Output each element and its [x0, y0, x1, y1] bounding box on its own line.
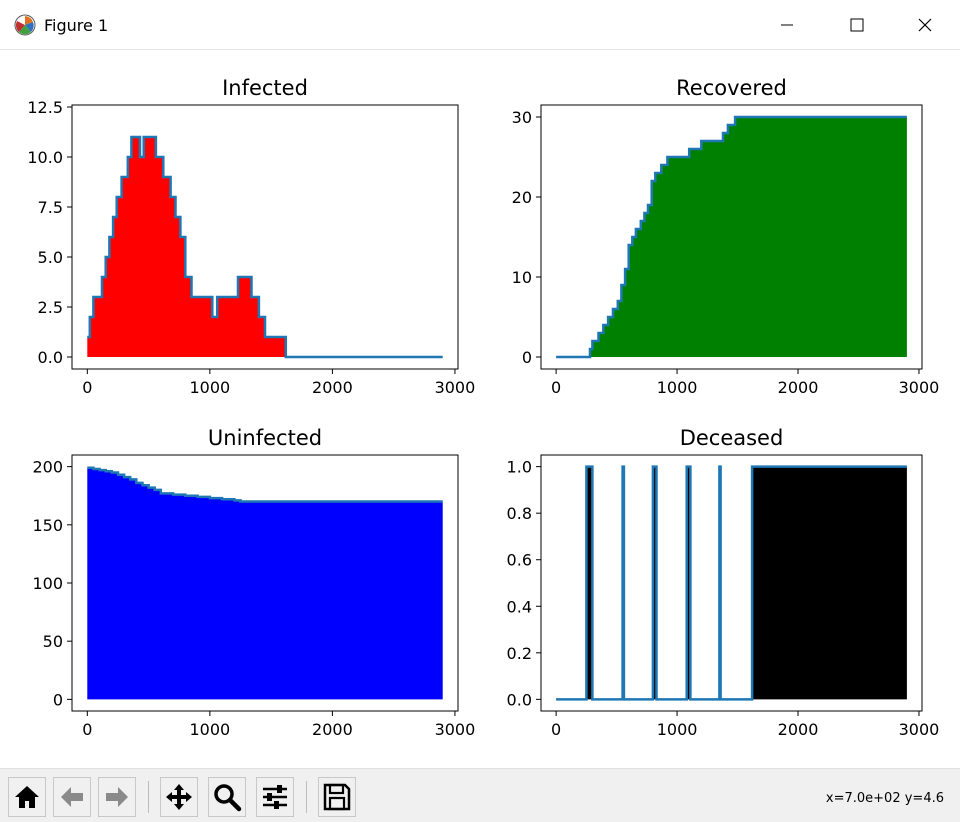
home-icon — [15, 786, 39, 808]
y-tick-label: 1.0 — [507, 458, 532, 477]
x-tick-label: 1000 — [189, 378, 230, 397]
forward-button[interactable] — [98, 777, 136, 817]
x-tick-label: 0 — [551, 720, 561, 739]
subplot-uninfected: Uninfected 0 1000 2000 3000 0 50 100 150 200 — [32, 426, 475, 739]
x-tick-label: 3000 — [899, 378, 940, 397]
area-fill — [87, 137, 443, 357]
pan-button[interactable] — [160, 777, 198, 817]
y-tick-label: 0.8 — [507, 504, 532, 523]
maximize-icon — [850, 18, 864, 32]
y-tick-label: 200 — [32, 458, 63, 477]
series-line — [556, 115, 907, 359]
x-tick-label: 2000 — [778, 720, 819, 739]
x-tick-label: 2000 — [778, 378, 819, 397]
x-tick-label: 3000 — [435, 720, 476, 739]
minimize-icon — [781, 24, 793, 26]
series-line — [87, 466, 443, 503]
y-tick-label: 150 — [32, 516, 63, 535]
y-tick-label: 0 — [53, 690, 63, 709]
zoom-button[interactable] — [208, 777, 246, 817]
x-tick-label: 0 — [82, 378, 92, 397]
chart-title: Recovered — [676, 76, 787, 100]
close-button[interactable] — [890, 0, 960, 50]
x-tick-label: 2000 — [312, 720, 353, 739]
series-line — [87, 135, 443, 359]
close-icon — [918, 18, 932, 32]
back-button[interactable] — [53, 777, 91, 817]
y-tick-label: 7.5 — [38, 198, 63, 217]
maximize-button[interactable] — [822, 0, 892, 50]
y-tick-label: 10 — [512, 268, 532, 287]
configure-subplots-button[interactable] — [256, 777, 294, 817]
back-arrow-icon — [61, 787, 83, 807]
y-tick-label: 0.0 — [38, 348, 63, 367]
y-tick-label: 2.5 — [38, 298, 63, 317]
axes-frame — [71, 104, 459, 370]
x-tick-label: 3000 — [435, 378, 476, 397]
y-tick-label: 50 — [43, 632, 63, 651]
y-tick-label: 0.0 — [507, 690, 532, 709]
figure-canvas[interactable]: Infected 0 1000 2000 3000 0.0 2.5 5.0 7.5 10.0 12.… — [0, 50, 960, 768]
minimize-button[interactable] — [752, 0, 822, 50]
navigation-toolbar: x=7.0e+02 y=4.6 — [0, 768, 960, 822]
x-tick-label: 0 — [551, 378, 561, 397]
zoom-icon — [214, 784, 242, 812]
area-fill — [556, 117, 907, 357]
forward-arrow-icon — [106, 787, 128, 807]
x-tick-label: 1000 — [657, 378, 698, 397]
x-tick-label: 1000 — [657, 720, 698, 739]
window-title: Figure 1 — [44, 16, 109, 35]
home-button[interactable] — [8, 777, 46, 817]
configure-subplots-icon — [263, 785, 287, 809]
chart-title: Deceased — [680, 426, 784, 450]
y-tick-label: 20 — [512, 188, 532, 207]
pan-icon — [166, 784, 192, 810]
area-fill — [87, 467, 443, 700]
x-tick-label: 2000 — [312, 378, 353, 397]
area-fill — [556, 466, 907, 700]
y-tick-label: 12.5 — [27, 98, 63, 117]
y-tick-label: 100 — [32, 574, 63, 593]
save-icon — [323, 783, 351, 811]
axes-frame — [540, 454, 923, 712]
matplotlib-icon — [14, 14, 36, 36]
x-tick-label: 1000 — [189, 720, 230, 739]
series-line — [556, 465, 907, 701]
toolbar-separator — [148, 781, 149, 813]
y-tick-label: 10.0 — [27, 148, 63, 167]
y-tick-label: 0.2 — [507, 644, 532, 663]
subplot-deceased: Deceased 0 1000 2000 3000 0.0 0.2 0.4 0.6 0.8 1.0 — [507, 426, 940, 739]
chart-title: Infected — [222, 76, 308, 100]
y-tick-label: 5.0 — [38, 248, 63, 267]
y-tick-label: 0.6 — [507, 551, 532, 570]
x-tick-label: 3000 — [899, 720, 940, 739]
x-tick-label: 0 — [82, 720, 92, 739]
cursor-coordinates: x=7.0e+02 y=4.6 — [825, 791, 944, 806]
title-bar: Figure 1 — [0, 0, 960, 50]
y-tick-label: 0.4 — [507, 597, 532, 616]
subplot-infected: Infected 0 1000 2000 3000 0.0 2.5 5.0 7.5 10.0 12.… — [27, 76, 475, 397]
save-button[interactable] — [318, 777, 356, 817]
axes-frame — [540, 104, 923, 370]
toolbar-separator — [306, 781, 307, 813]
y-tick-label: 30 — [512, 108, 532, 127]
y-tick-label: 0 — [522, 348, 532, 367]
chart-title: Uninfected — [208, 426, 322, 450]
subplot-recovered: Recovered 0 1000 2000 3000 0 10 20 30 — [512, 76, 940, 397]
